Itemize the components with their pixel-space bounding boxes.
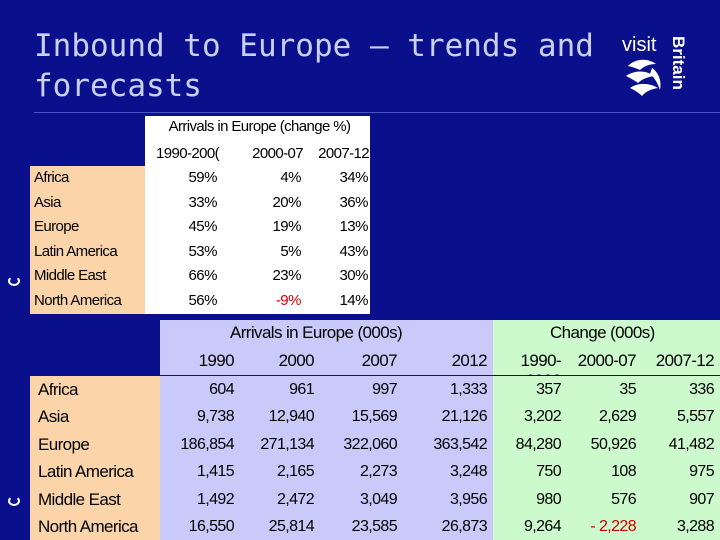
table2-cell: - 2,228: [567, 513, 642, 540]
left-margin-strip-2: [0, 376, 30, 540]
arrivals-thousands-table: Arrivals in Europe (000s) Change (000s) …: [30, 320, 720, 540]
table1-cell: 30%: [303, 264, 370, 289]
table1-cell: 13%: [303, 215, 370, 240]
table2-cell: 357: [493, 376, 567, 404]
table2-arrivals-header-fill: [160, 320, 493, 375]
table1-heading: Arrivals in Europe (change %): [168, 118, 351, 135]
table2-cell: 322,060: [320, 430, 403, 459]
table2-cell: 16,550: [160, 513, 240, 540]
table2-col-header: 2007: [361, 351, 398, 370]
table2-cell: 980: [493, 485, 567, 514]
table2-cell: 41,482: [642, 430, 720, 459]
table2-cell: 3,248: [403, 458, 493, 486]
table2-cell: 23,585: [320, 513, 403, 540]
lion-emblem-icon: [626, 59, 661, 96]
table2-row-label: Asia: [30, 403, 160, 431]
table1-header: Arrivals in Europe (change %) 1990-200( …: [145, 116, 370, 166]
table1-cell: 19%: [219, 215, 303, 240]
table2-cell: 961: [240, 376, 320, 404]
table2-cell: 84,280: [493, 430, 567, 459]
table1-row-label: Middle East: [30, 264, 145, 289]
visitbritain-logo: visit Britain: [622, 34, 688, 104]
table2-cell: 576: [567, 485, 642, 514]
table1-cell: 14%: [303, 289, 370, 314]
table2-cell: 26,873: [403, 513, 493, 540]
change-percent-table: Arrivals in Europe (change %) 1990-200( …: [30, 116, 370, 314]
table1-cell: 59%: [145, 166, 219, 191]
table2-row-label: Europe: [30, 430, 160, 459]
table1-cell: -9%: [219, 289, 303, 314]
table2-cell: 336: [642, 376, 720, 404]
slide-title: Inbound to Europe – trends and forecasts: [34, 28, 594, 104]
table2-row-label: North America: [30, 513, 160, 540]
table2-cell: 50,926: [567, 430, 642, 459]
table2-cell: 271,134: [240, 430, 320, 459]
table2-cell: 997: [320, 376, 403, 404]
table1-row-label: Africa: [30, 166, 145, 191]
table2-cell: 35: [567, 376, 642, 404]
table2-cell: 1,415: [160, 458, 240, 486]
table2-cell: 604: [160, 376, 240, 404]
table1-cell: 34%: [303, 166, 370, 191]
table2-cell: 3,202: [493, 403, 567, 431]
table1-row-label: North America: [30, 289, 145, 314]
table2-cell: 25,814: [240, 513, 320, 540]
table2-cell: 21,126: [403, 403, 493, 431]
table1-cell: 45%: [145, 215, 219, 240]
table2-arrivals-heading: Arrivals in Europe (000s): [230, 323, 403, 342]
table2-cell: 186,854: [160, 430, 240, 459]
table2-cell: 2,472: [240, 485, 320, 514]
table2-row-label: Middle East: [30, 485, 160, 514]
table1-row-label: Asia: [30, 190, 145, 216]
table2-cell: 5,557: [642, 403, 720, 431]
table1-row-label: Latin America: [30, 239, 145, 265]
table2-cell: 2,273: [320, 458, 403, 486]
table2-col-header: 2012: [451, 351, 488, 370]
table2-cell: 907: [642, 485, 720, 514]
table1-cell: 5%: [219, 239, 303, 265]
table1-cell: 66%: [145, 264, 219, 289]
table2-change-heading: Change (000s): [550, 323, 655, 342]
table2-cell: 108: [567, 458, 642, 486]
table2-col-header: 2007-12: [655, 351, 715, 370]
table2-cell: 750: [493, 458, 567, 486]
title-divider: [34, 112, 720, 113]
table2-cell: 15,569: [320, 403, 403, 431]
table1-col-header: 1990-200(: [156, 145, 220, 162]
table1-cell: 43%: [303, 239, 370, 265]
table1-cell: 56%: [145, 289, 219, 314]
table2-cell: 3,049: [320, 485, 403, 514]
table1-row-label: Europe: [30, 215, 145, 240]
table2-cell: 12,940: [240, 403, 320, 431]
table2-cell: 2,629: [567, 403, 642, 431]
table2-cell: 3,956: [403, 485, 493, 514]
table2-cell: 1,492: [160, 485, 240, 514]
bullet-icon-1: [8, 276, 20, 286]
table1-col-header: 2007-12: [318, 145, 369, 162]
table2-change-header-fill: [493, 320, 720, 375]
table2-cell: 9,738: [160, 403, 240, 431]
table2-cell: 3,288: [642, 513, 720, 540]
table2-col-header: 2000: [278, 351, 315, 370]
left-margin-strip-1: [0, 166, 30, 314]
table1-cell: 20%: [219, 190, 303, 216]
table1-cell: 53%: [145, 239, 219, 265]
table1-cell: 36%: [303, 190, 370, 216]
table2-cell: 9,264: [493, 513, 567, 540]
table1-cell: 23%: [219, 264, 303, 289]
bullet-icon-2: [8, 496, 20, 506]
logo-britain-text: Britain: [669, 36, 688, 90]
table2-row-label: Latin America: [30, 458, 160, 486]
table1-col-header: 2000-07: [252, 145, 303, 162]
table1-cell: 33%: [145, 190, 219, 216]
table2-cell: 975: [642, 458, 720, 486]
table2-cell: 1,333: [403, 376, 493, 404]
table2-cell: 2,165: [240, 458, 320, 486]
table1-cell: 4%: [219, 166, 303, 191]
logo-visit-text: visit: [622, 34, 657, 56]
table2-cell: 363,542: [403, 430, 493, 459]
table2-row-label: Africa: [30, 376, 160, 404]
table2-col-header: 1990: [198, 351, 235, 370]
table2-col-header: 2000-07: [577, 351, 637, 370]
